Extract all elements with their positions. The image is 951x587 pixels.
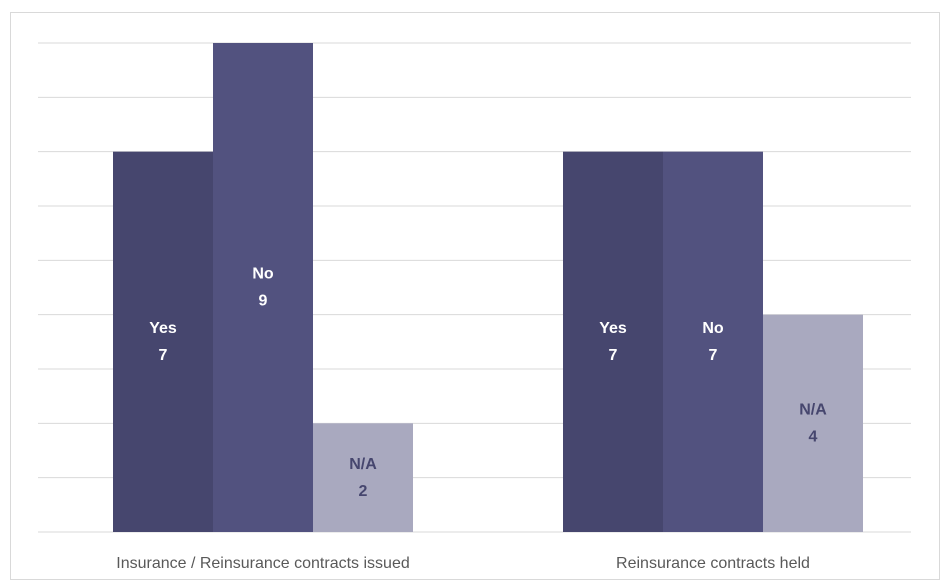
- series-label: N/A: [799, 402, 827, 419]
- bar: [113, 151, 213, 532]
- series-label: Yes: [149, 320, 177, 337]
- data-label: 7: [709, 347, 718, 364]
- bar: [563, 151, 663, 532]
- data-label: 7: [159, 347, 168, 364]
- bar: [213, 43, 313, 532]
- bar: [763, 314, 863, 532]
- data-label: 4: [809, 429, 818, 446]
- data-label: 2: [359, 483, 368, 500]
- bar: [313, 423, 413, 532]
- x-tick-label: Insurance / Reinsurance contracts issued: [116, 555, 409, 572]
- series-label: N/A: [349, 456, 377, 473]
- bar: [663, 151, 763, 532]
- series-label: Yes: [599, 320, 627, 337]
- x-tick-label: Reinsurance contracts held: [616, 555, 810, 572]
- series-label: No: [702, 320, 724, 337]
- data-label: 7: [609, 347, 618, 364]
- series-label: No: [252, 266, 274, 283]
- data-label: 9: [259, 293, 268, 310]
